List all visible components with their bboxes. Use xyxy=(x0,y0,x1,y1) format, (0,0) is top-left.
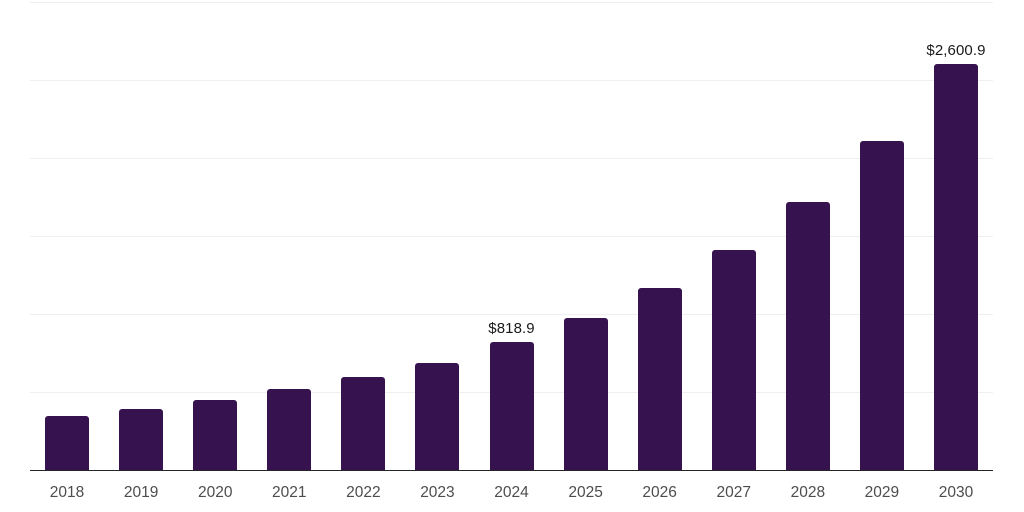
x-axis-labels: 2018 2019 2020 2021 2022 2023 2024 2025 2026 2027… xyxy=(30,471,993,501)
bar-cell-2023 xyxy=(400,2,474,470)
bar-cell-2030: $2,600.9 xyxy=(919,2,993,470)
bars-container: $818.9 $2,600.9 xyxy=(30,2,993,470)
plot-area: $818.9 $2,600.9 xyxy=(30,2,993,471)
x-tick-2020: 2020 xyxy=(197,484,233,501)
data-label-2024: $818.9 xyxy=(488,320,535,338)
bar-2025 xyxy=(563,318,608,470)
gridline-1500 xyxy=(30,236,993,237)
bar-cell-2021 xyxy=(252,2,326,470)
x-tick-2023: 2023 xyxy=(420,484,455,501)
bar-cell-2029 xyxy=(845,2,919,470)
bar-cell-2028 xyxy=(771,2,845,470)
x-tick-2028: 2028 xyxy=(790,484,826,501)
bar-cell-2025 xyxy=(549,2,623,470)
bar-2030 xyxy=(933,64,978,470)
bar-cell-2022 xyxy=(326,2,400,470)
bar-2023 xyxy=(415,362,460,470)
bar-2020 xyxy=(193,399,238,470)
bar-2026 xyxy=(637,288,682,470)
bar-2019 xyxy=(119,409,164,470)
x-tick-2029: 2029 xyxy=(864,484,900,501)
gridline-3000 xyxy=(30,2,993,3)
x-tick-2019: 2019 xyxy=(123,484,159,501)
x-tick-2026: 2026 xyxy=(642,484,677,501)
bar-cell-2020 xyxy=(178,2,252,470)
x-tick-2022: 2022 xyxy=(346,484,381,501)
x-tick-2025: 2025 xyxy=(568,484,603,501)
bar-cell-2019 xyxy=(104,2,178,470)
x-tick-2027: 2027 xyxy=(716,484,751,501)
gridline-2500 xyxy=(30,80,993,81)
bar-cell-2024: $818.9 xyxy=(474,2,548,470)
bar-2024 xyxy=(489,342,534,470)
bar-cell-2027 xyxy=(697,2,771,470)
bar-2021 xyxy=(267,389,312,470)
data-label-2030: $2,600.9 xyxy=(926,42,986,60)
bar-2029 xyxy=(859,141,904,470)
x-tick-2030: 2030 xyxy=(938,484,974,501)
bar-2028 xyxy=(785,202,830,470)
bar-cell-2018 xyxy=(30,2,104,470)
gridline-1000 xyxy=(30,314,993,315)
bar-2027 xyxy=(711,250,756,470)
bar-2022 xyxy=(341,377,386,470)
x-tick-2024: 2024 xyxy=(494,484,529,501)
gridline-2000 xyxy=(30,158,993,159)
bar-2018 xyxy=(45,416,90,470)
x-tick-2018: 2018 xyxy=(49,484,85,501)
x-tick-2021: 2021 xyxy=(272,484,307,501)
bar-cell-2026 xyxy=(623,2,697,470)
